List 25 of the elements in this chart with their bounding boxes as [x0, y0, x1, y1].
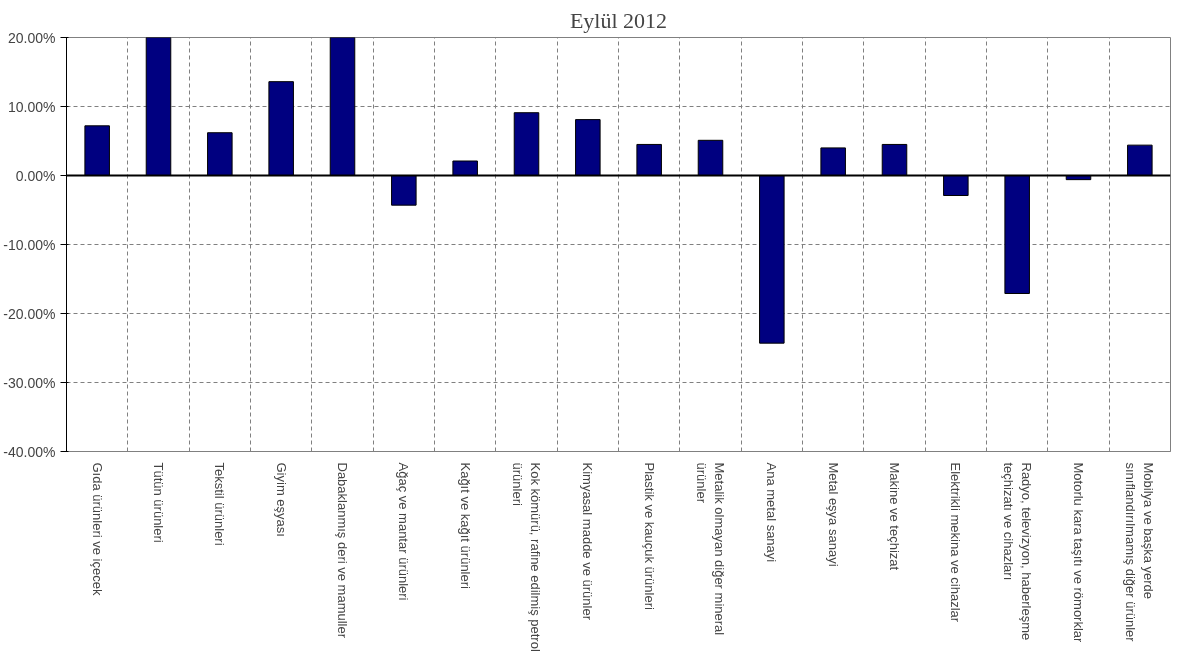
x-tick-label: Metal eşya sanayi — [825, 462, 841, 567]
x-tick-label: Kok kömürü, rafine edilmiş petrol ürünleri — [510, 462, 543, 652]
x-tick-label: Kağıt ve kağıt ürünleri — [457, 462, 473, 590]
x-tick-label: Kimyasal madde ve ürünler — [580, 462, 596, 621]
x-tick-label: Ana metal sanayi — [764, 462, 780, 563]
x-tick-label: Plastik ve kauçuk ürünleri — [641, 462, 657, 611]
x-tick-label: Radyo, televizyon, haberleşme teçhizatı ve cihazları — [1000, 462, 1034, 641]
x-tick-label: Ağaç ve mantar ürünleri — [396, 462, 412, 601]
x-tick-label: Tütün ürünleri — [151, 462, 166, 543]
y-tick-label: -10.00% — [3, 236, 56, 253]
chart-title: Eylül 2012 — [569, 7, 668, 33]
x-tick-label: Dabaklanmış deri ve mamuller — [335, 462, 350, 639]
x-tick-label: Tekstil ürünleri — [212, 462, 228, 546]
x-tick-label: Giyim eşyası — [273, 462, 289, 537]
y-tick-label: 0.00% — [15, 167, 56, 184]
x-tick-label: Makine ve teçhizat — [887, 462, 902, 571]
x-tick-label: Elektrikli mekina ve cihazlar — [948, 462, 964, 623]
y-tick-label: -20.00% — [3, 305, 56, 322]
x-tick-label: Motorlu kara taşıtı ve römorklar — [1071, 462, 1086, 644]
x-tick-label: Metalik olmayan diğer mineral ürünler — [694, 462, 727, 636]
y-tick-label: 20.00% — [8, 29, 56, 46]
y-tick-label: -40.00% — [3, 443, 56, 460]
x-tick-label: Gıda ürünleri ve içecek — [89, 462, 105, 596]
y-tick-label: 10.00% — [8, 98, 56, 115]
y-tick-label: -30.00% — [3, 374, 56, 391]
